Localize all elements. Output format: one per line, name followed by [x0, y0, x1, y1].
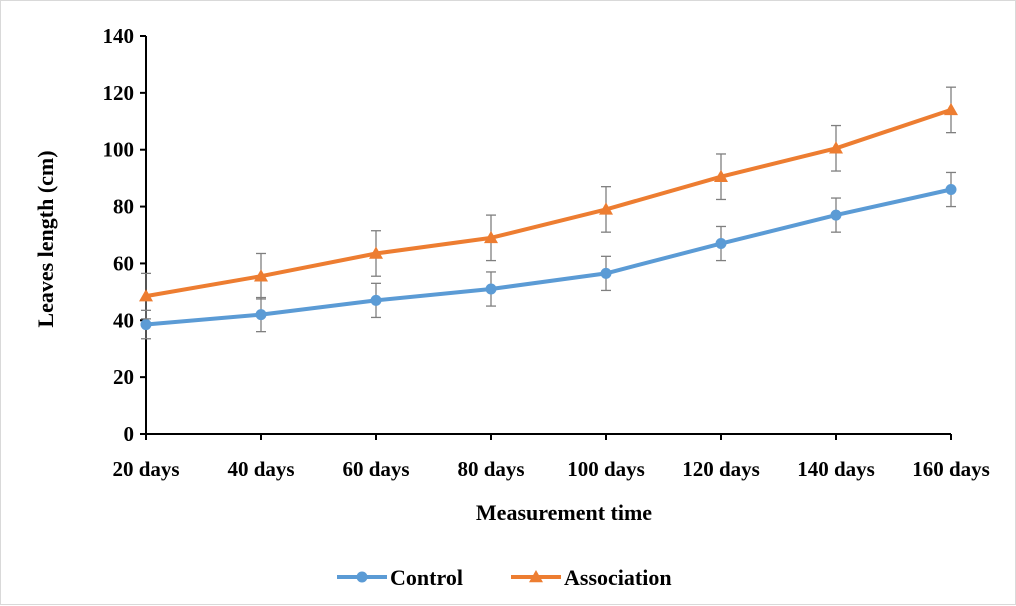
legend-item-association: Association [511, 565, 672, 590]
series-association [139, 86, 958, 320]
legend-label: Association [564, 565, 672, 590]
x-axis-title: Measurement time [476, 500, 652, 525]
data-point-triangle [369, 246, 383, 259]
data-point-circle [715, 238, 727, 250]
y-tick-label: 20 [113, 365, 134, 389]
data-point-circle [140, 319, 152, 331]
y-axis-title: Leaves length (cm) [33, 150, 58, 327]
data-point-triangle [139, 289, 153, 302]
data-point-circle [485, 283, 497, 295]
x-tick-label: 40 days [227, 457, 294, 481]
y-tick-label: 140 [103, 24, 135, 48]
data-point-triangle [484, 230, 498, 244]
data-point-triangle [254, 269, 268, 282]
x-tick-label: 20 days [112, 457, 179, 481]
data-point-triangle [714, 169, 728, 182]
data-point-circle [945, 184, 957, 196]
y-tick-label: 60 [113, 251, 134, 275]
legend-item-control: Control [337, 565, 463, 590]
data-point-circle [255, 309, 267, 321]
series-control [140, 171, 957, 340]
x-tick-label: 140 days [797, 457, 875, 481]
axes [140, 35, 952, 440]
x-tick-label: 60 days [342, 457, 409, 481]
legend-marker-circle [356, 571, 368, 583]
x-tick-label: 100 days [567, 457, 645, 481]
data-point-triangle [829, 141, 843, 154]
y-tick-labels: 0 20 40 60 80 100 120 140 [103, 24, 135, 446]
series-layer [139, 86, 958, 340]
y-tick-label: 80 [113, 195, 134, 219]
data-point-triangle [944, 102, 958, 116]
x-tick-labels: 20 days 40 days 60 days 80 days 100 days 120 … [112, 457, 989, 481]
y-tick-label: 40 [113, 308, 134, 332]
series-line [145, 187, 952, 327]
legend: Control Association [337, 565, 672, 590]
x-tick-label: 160 days [912, 457, 990, 481]
x-tick-label: 80 days [457, 457, 524, 481]
data-point-circle [830, 209, 842, 221]
legend-label: Control [390, 565, 463, 590]
y-tick-label: 120 [103, 81, 135, 105]
x-tick-label: 120 days [682, 457, 760, 481]
legend-marker-triangle [529, 570, 543, 583]
y-tick-label: 0 [124, 422, 135, 446]
series-line [145, 108, 952, 299]
data-point-circle [370, 294, 382, 306]
data-point-circle [600, 267, 612, 279]
y-tick-label: 100 [103, 138, 135, 162]
data-point-triangle [599, 202, 613, 215]
